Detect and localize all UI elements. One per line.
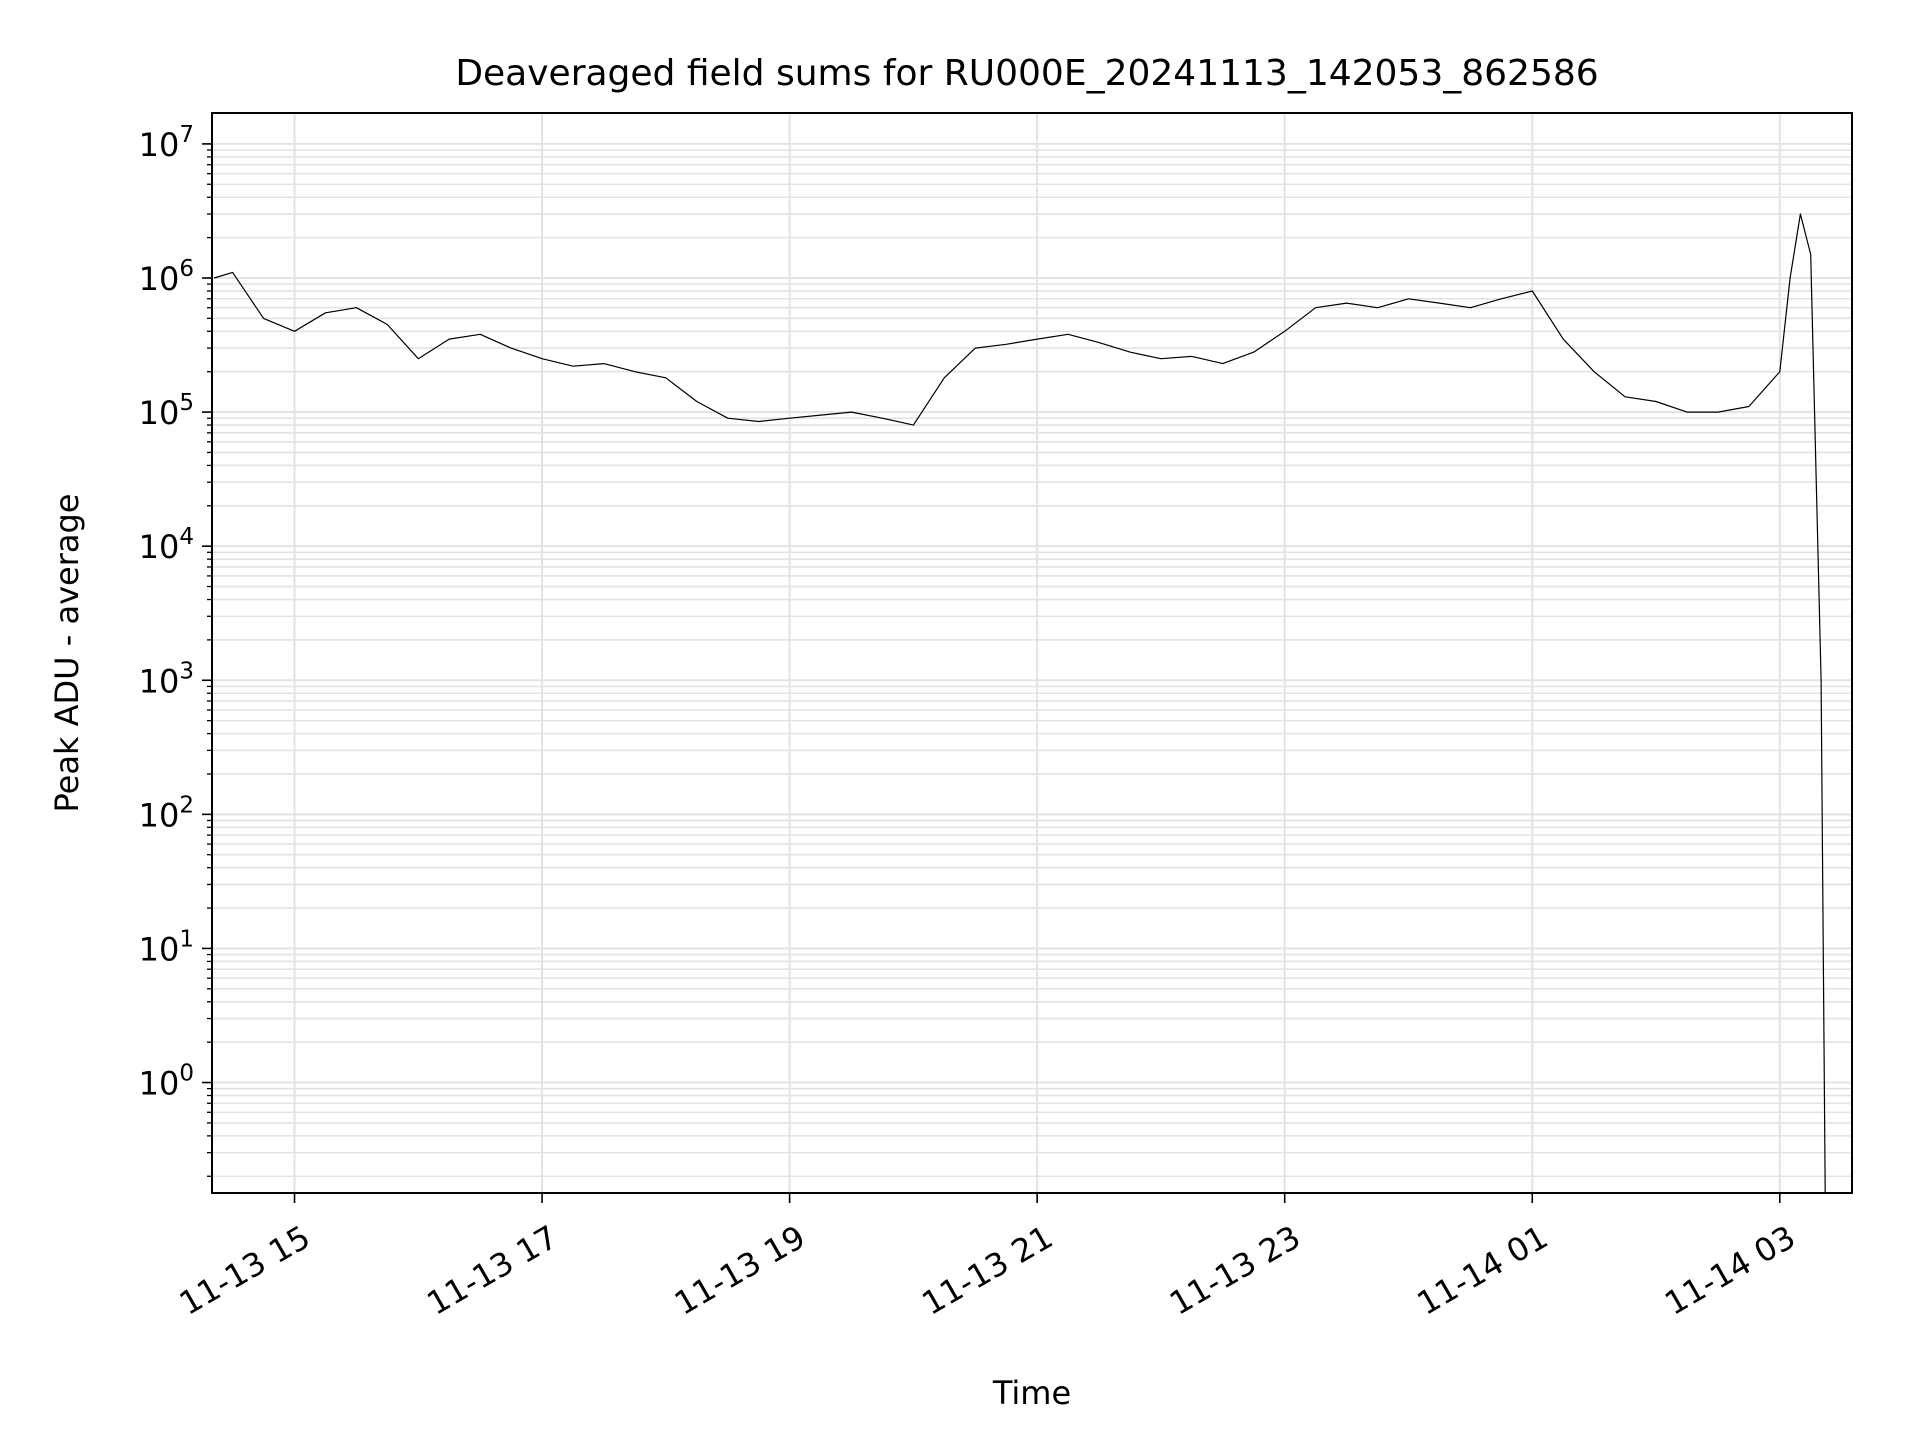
x-tick-label: 11-14 03: [1658, 1218, 1802, 1323]
x-tick-label: 11-13 17: [420, 1218, 564, 1323]
series-line: [213, 213, 1826, 1194]
x-tick-label: 11-14 01: [1411, 1218, 1555, 1323]
series-layer: [213, 213, 1826, 1194]
y-tick-label: 106: [139, 256, 194, 298]
y-tick-label: 102: [139, 792, 194, 834]
chart-title: Deaveraged field sums for RU000E_2024111…: [455, 53, 1598, 94]
y-axis-label: Peak ADU - average: [48, 494, 86, 813]
x-tick-label: 11-13 23: [1163, 1218, 1307, 1323]
y-tick-label: 107: [139, 122, 194, 164]
y-tick-label: 100: [139, 1061, 194, 1103]
axis-ticks: 100 101 102 103 104 105 106 107 11-13 15 11-13 17…: [139, 122, 1802, 1323]
x-tick-label: 11-13 21: [916, 1218, 1060, 1323]
y-tick-label: 101: [139, 926, 194, 968]
grid-lines: [212, 113, 1852, 1193]
x-axis-label: Time: [992, 1374, 1071, 1412]
y-tick-label: 104: [139, 524, 194, 566]
x-tick-label: 11-13 19: [668, 1218, 812, 1323]
plot-frame: [211, 112, 1853, 1194]
y-tick-label: 103: [139, 658, 194, 700]
y-tick-label: 105: [139, 390, 194, 432]
x-tick-label: 11-13 15: [173, 1218, 317, 1323]
